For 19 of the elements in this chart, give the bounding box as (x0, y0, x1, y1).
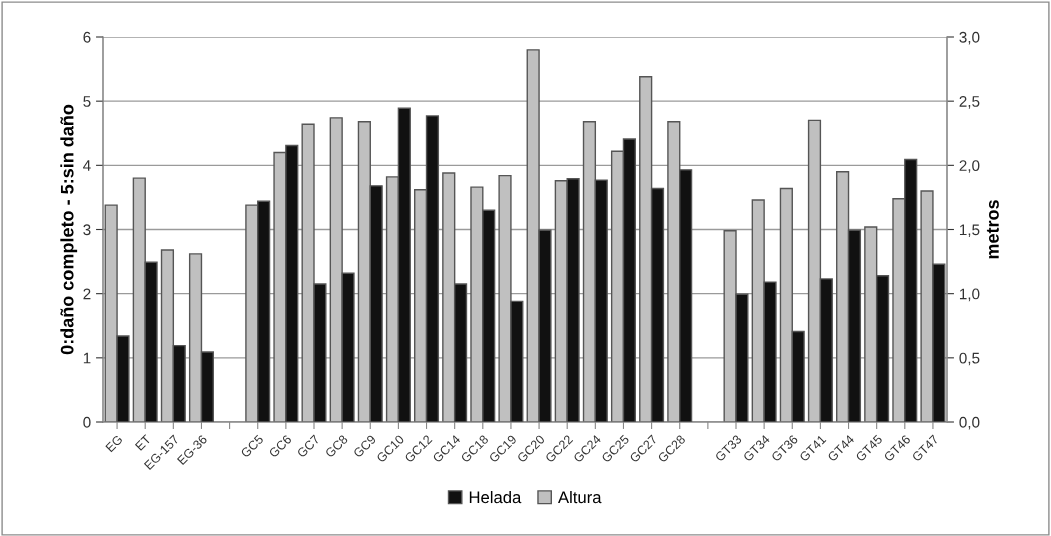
y2-tick-label: 2,5 (959, 96, 980, 109)
y-tick-label: 0 (83, 416, 91, 428)
y2-tick-label: 0,5 (959, 352, 980, 366)
y-tick-label: 4 (83, 160, 91, 171)
legend-label: Altura (558, 490, 602, 504)
x-tick-label: EG (105, 434, 123, 453)
y-tick-label: 5 (83, 96, 91, 107)
y2-tick-label: 1,0 (959, 288, 980, 302)
y2-tick-label: 2,0 (959, 160, 980, 173)
y-tick-label: 6 (83, 31, 91, 43)
y2-axis-title: metros (986, 200, 999, 259)
y-tick-label: 3 (83, 224, 91, 236)
y-tick-label: 1 (83, 352, 91, 364)
y2-tick-label: 3,0 (959, 31, 980, 45)
y-tick-label: 2 (83, 288, 91, 300)
legend-label: Helada (469, 490, 522, 504)
y-axis-title: 0:daño completo - 5:sin daño (60, 104, 78, 355)
y2-tick-label: 0,0 (959, 416, 980, 430)
y2-tick-label: 1,5 (959, 224, 980, 237)
